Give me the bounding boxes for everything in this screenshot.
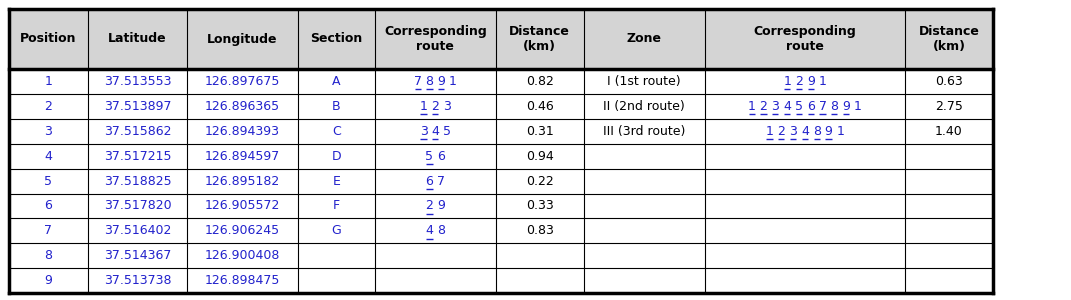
Text: 4: 4 (801, 125, 809, 138)
Text: 1: 1 (766, 125, 773, 138)
Text: 37.515862: 37.515862 (104, 125, 171, 138)
Text: B: B (332, 100, 341, 113)
Text: 37.517215: 37.517215 (104, 150, 171, 163)
Text: 2: 2 (425, 200, 434, 212)
Text: Longitude: Longitude (208, 32, 277, 46)
Text: 8: 8 (425, 75, 434, 88)
Text: 6: 6 (437, 150, 446, 163)
Text: 37.518825: 37.518825 (104, 175, 171, 188)
Text: 126.898475: 126.898475 (205, 274, 281, 287)
Text: E: E (332, 175, 341, 188)
Text: 2.75: 2.75 (935, 100, 963, 113)
Text: 6: 6 (44, 200, 52, 212)
Text: D: D (332, 150, 341, 163)
Text: 0.82: 0.82 (526, 75, 554, 88)
Text: 9: 9 (437, 200, 446, 212)
Text: 1: 1 (818, 75, 827, 88)
Text: 5: 5 (44, 175, 52, 188)
Text: II (2nd route): II (2nd route) (603, 100, 685, 113)
Text: 0.22: 0.22 (526, 175, 554, 188)
Text: 4: 4 (783, 100, 791, 113)
Text: 9: 9 (44, 274, 52, 287)
Text: 37.517820: 37.517820 (104, 200, 171, 212)
Text: 1.40: 1.40 (935, 125, 963, 138)
Text: 5: 5 (425, 150, 434, 163)
Text: 4: 4 (44, 150, 52, 163)
Text: G: G (331, 224, 342, 237)
Text: 0.63: 0.63 (935, 75, 963, 88)
Text: 126.894597: 126.894597 (205, 150, 281, 163)
Text: Section: Section (311, 32, 362, 46)
Text: 1: 1 (783, 75, 791, 88)
Text: 37.516402: 37.516402 (104, 224, 171, 237)
Text: 1: 1 (420, 100, 427, 113)
Text: Zone: Zone (627, 32, 662, 46)
Text: 8: 8 (437, 224, 446, 237)
Text: Corresponding
route: Corresponding route (384, 25, 486, 53)
Text: 3: 3 (44, 125, 52, 138)
Text: 0.46: 0.46 (526, 100, 554, 113)
Text: Distance
(km): Distance (km) (919, 25, 979, 53)
Text: 126.896365: 126.896365 (205, 100, 281, 113)
Text: 3: 3 (771, 100, 780, 113)
Text: Distance
(km): Distance (km) (510, 25, 570, 53)
Text: F: F (333, 200, 340, 212)
Text: Position: Position (20, 32, 76, 46)
Text: 2: 2 (795, 75, 803, 88)
Text: 7: 7 (413, 75, 422, 88)
Text: 0.83: 0.83 (526, 224, 554, 237)
Text: A: A (332, 75, 341, 88)
Text: 37.513738: 37.513738 (104, 274, 171, 287)
Text: 4: 4 (432, 125, 439, 138)
Text: 3: 3 (443, 100, 451, 113)
Text: Corresponding
route: Corresponding route (754, 25, 856, 53)
Text: 5: 5 (443, 125, 451, 138)
Text: Latitude: Latitude (108, 32, 167, 46)
Text: 0.33: 0.33 (526, 200, 554, 212)
Text: 1: 1 (449, 75, 457, 88)
Text: 9: 9 (806, 75, 815, 88)
Text: 37.514367: 37.514367 (104, 249, 171, 262)
Text: 2: 2 (778, 125, 785, 138)
Text: 126.897675: 126.897675 (205, 75, 281, 88)
Text: 1: 1 (836, 125, 844, 138)
Text: 1: 1 (748, 100, 756, 113)
Text: 126.900408: 126.900408 (205, 249, 281, 262)
Text: 9: 9 (842, 100, 850, 113)
Text: III (3rd route): III (3rd route) (603, 125, 685, 138)
Text: 126.905572: 126.905572 (205, 200, 281, 212)
Text: 6: 6 (425, 175, 434, 188)
Text: 8: 8 (830, 100, 839, 113)
Text: 2: 2 (44, 100, 52, 113)
Text: 37.513897: 37.513897 (104, 100, 171, 113)
Text: 1: 1 (44, 75, 52, 88)
Text: 126.906245: 126.906245 (205, 224, 281, 237)
Text: 2: 2 (432, 100, 439, 113)
Text: 3: 3 (789, 125, 797, 138)
Text: 8: 8 (44, 249, 52, 262)
Text: C: C (332, 125, 341, 138)
Text: 1: 1 (854, 100, 862, 113)
Text: 4: 4 (425, 224, 434, 237)
Text: 126.894393: 126.894393 (205, 125, 281, 138)
Text: 3: 3 (420, 125, 427, 138)
Text: 37.513553: 37.513553 (104, 75, 171, 88)
Text: 0.31: 0.31 (526, 125, 554, 138)
Text: 6: 6 (806, 100, 815, 113)
Text: 9: 9 (437, 75, 446, 88)
Bar (9, 9, 993, 69)
Text: 7: 7 (437, 175, 446, 188)
Text: 8: 8 (813, 125, 820, 138)
Text: 7: 7 (818, 100, 827, 113)
Text: I (1st route): I (1st route) (607, 75, 681, 88)
Text: 7: 7 (44, 224, 52, 237)
Text: 2: 2 (759, 100, 768, 113)
Text: 5: 5 (795, 100, 803, 113)
Text: 0.94: 0.94 (526, 150, 554, 163)
Text: 126.895182: 126.895182 (205, 175, 281, 188)
Text: 9: 9 (825, 125, 832, 138)
